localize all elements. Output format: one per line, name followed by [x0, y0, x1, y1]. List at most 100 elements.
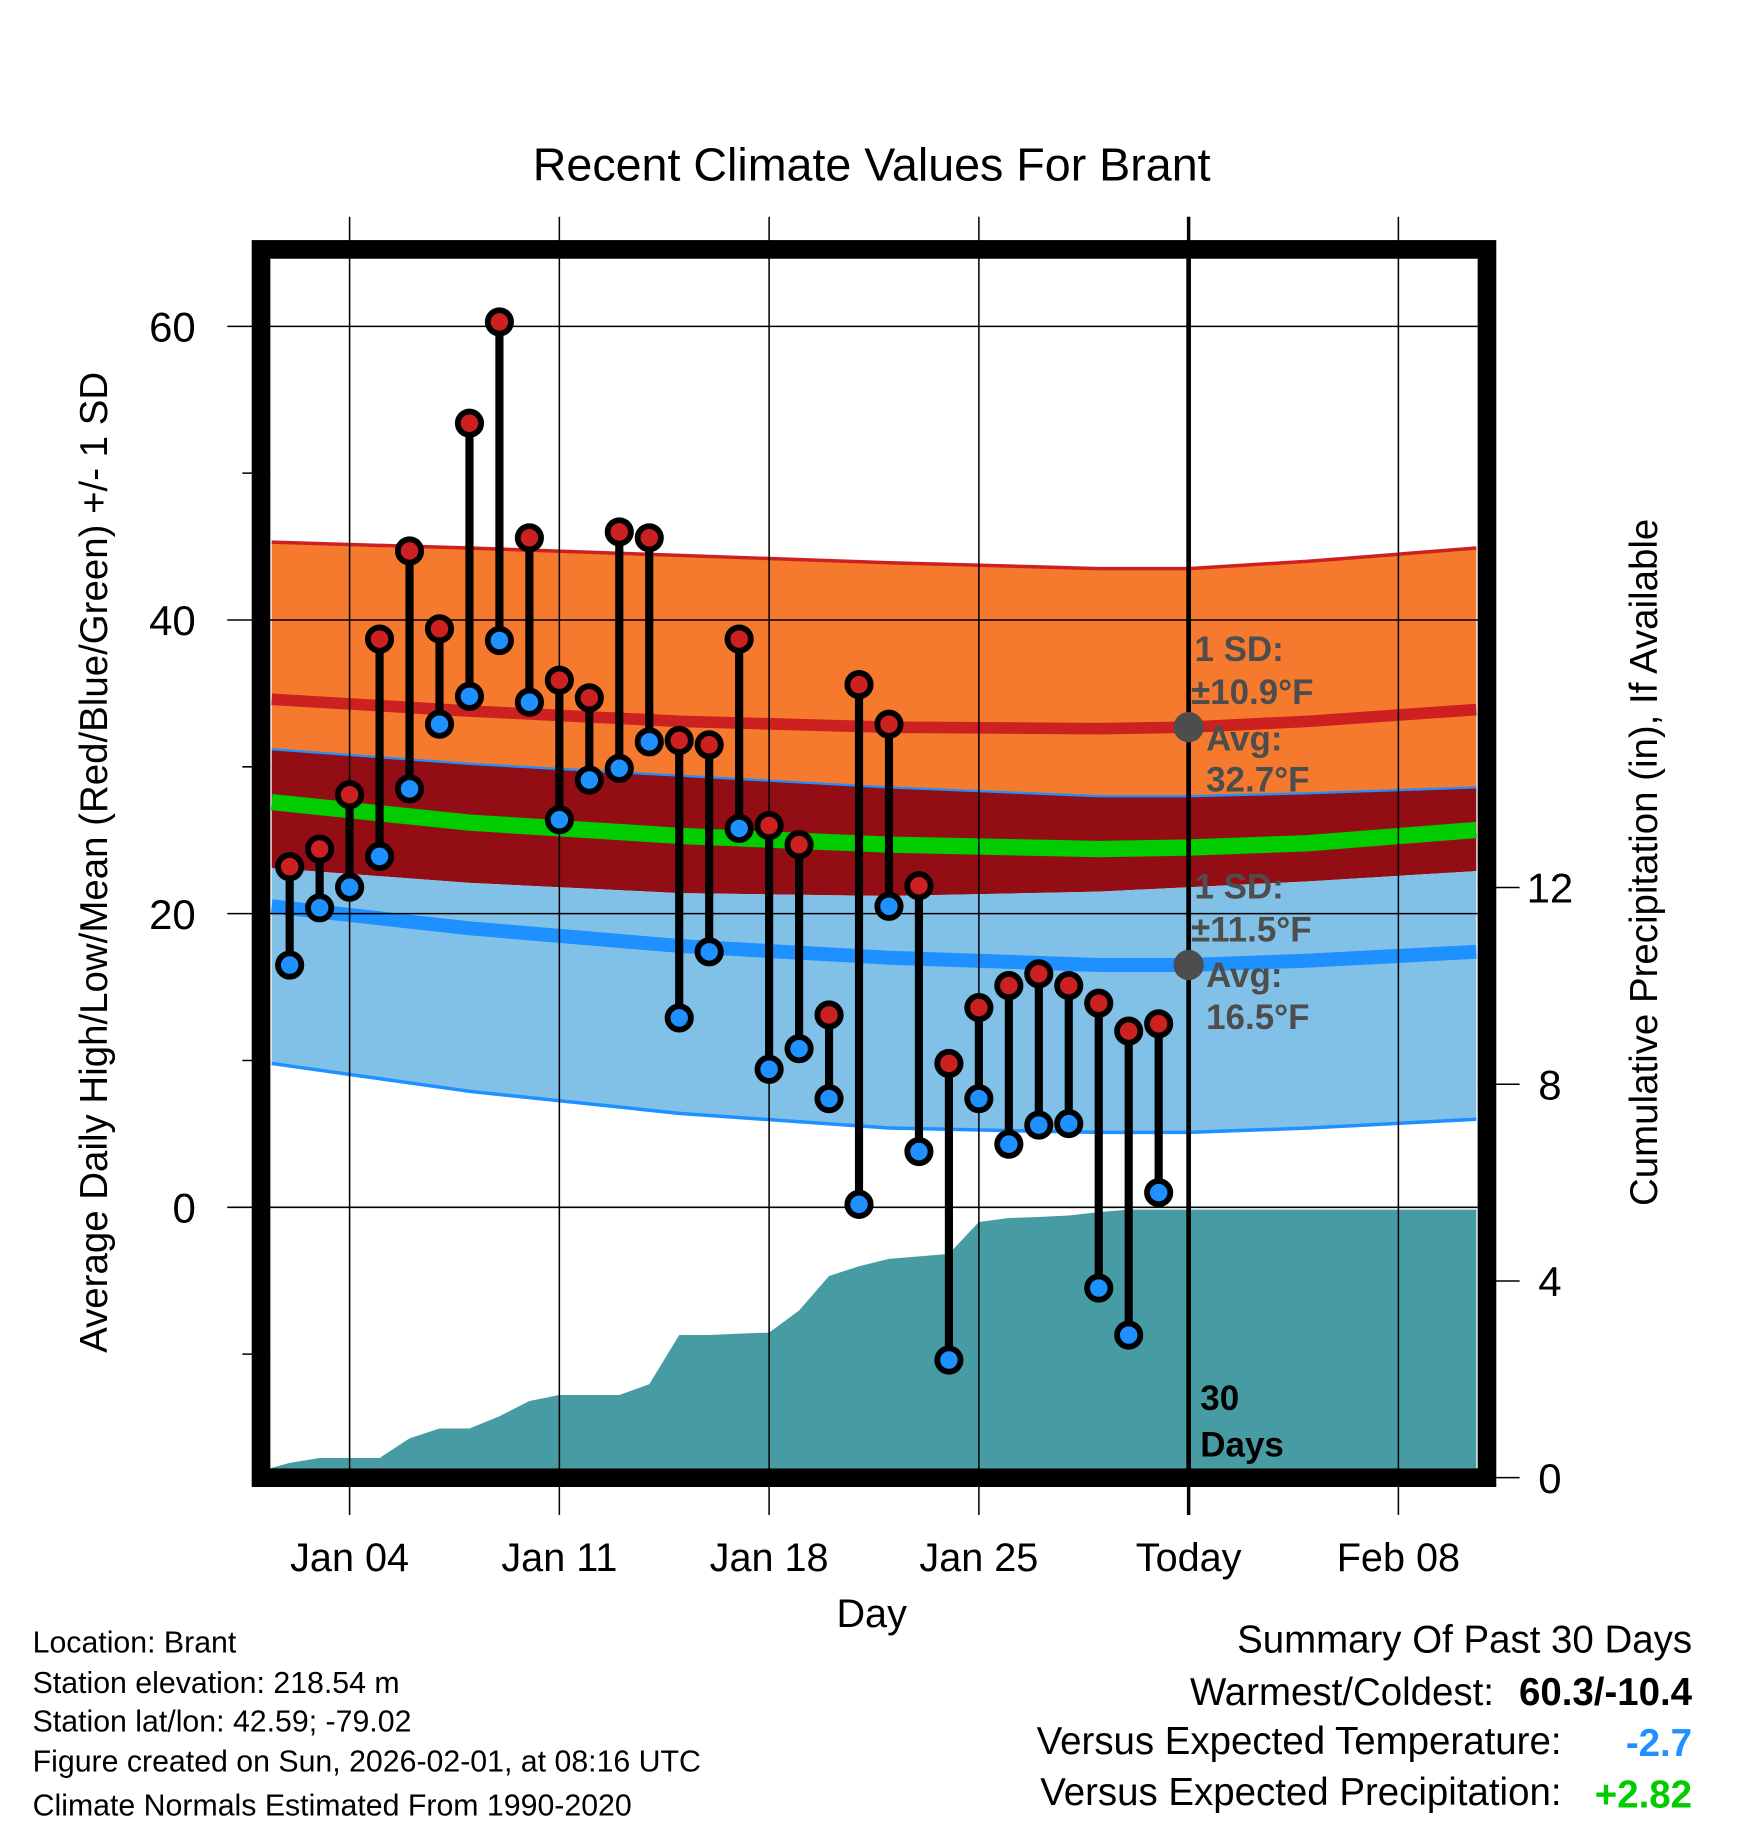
high-avg-marker [1173, 712, 1204, 743]
summary-warmest-value: 60.3/-10.4 [1519, 1671, 1693, 1714]
high-point [1114, 1016, 1144, 1046]
footer-normals: Climate Normals Estimated From 1990-2020 [33, 1790, 632, 1823]
high-point [814, 1000, 844, 1030]
high-point [1054, 971, 1084, 1001]
y2-axis-label: Cumulative Precipitation (in), If Availa… [1623, 519, 1666, 1206]
high-avg-line [271, 693, 1477, 735]
y-tick-label: 0 [172, 1184, 195, 1231]
high-point [994, 971, 1024, 1001]
high-point [874, 709, 904, 739]
footer-left: Location: Brant Station elevation: 218.5… [33, 1626, 701, 1822]
high-sd-label: 1 SD: [1194, 630, 1283, 669]
low-point [694, 937, 724, 967]
summary-warmest-label: Warmest/Coldest: [1190, 1671, 1494, 1714]
summary-precip-label: Versus Expected Precipitation: [1040, 1771, 1561, 1814]
low-point [934, 1345, 964, 1375]
high-point [904, 871, 934, 901]
days-unit-label: Days [1200, 1426, 1284, 1465]
high-point [1084, 988, 1114, 1018]
chart-title: Recent Climate Values For Brant [533, 139, 1211, 191]
x-tick-label: Jan 11 [501, 1536, 617, 1580]
y2-tick-label: 0 [1538, 1455, 1561, 1502]
low-point [1054, 1109, 1084, 1139]
summary: Summary Of Past 30 Days Warmest/Coldest:… [1037, 1618, 1693, 1816]
high-point [424, 614, 455, 644]
x-tick-label: Jan 18 [710, 1536, 829, 1580]
low-point [305, 893, 335, 923]
low-point [275, 950, 305, 980]
high-point [664, 725, 694, 755]
x-tick-label: Jan 25 [919, 1536, 1038, 1580]
y-tick-label: 60 [149, 303, 196, 350]
low-point [1144, 1178, 1174, 1208]
low-point [454, 681, 485, 711]
footer-elevation: Station elevation: 218.54 m [33, 1667, 400, 1700]
high-point [454, 408, 485, 438]
summary-title: Summary Of Past 30 Days [1237, 1618, 1692, 1661]
low-point [574, 765, 604, 795]
y-tick-label: 20 [149, 891, 196, 938]
high-point [335, 780, 365, 810]
high-point [544, 665, 574, 695]
plot-frame [251, 240, 1497, 1487]
low-point [754, 1054, 784, 1084]
high-point [634, 523, 664, 553]
y-tick-label: 40 [149, 597, 196, 644]
low-point [1084, 1273, 1114, 1303]
high-point [1144, 1009, 1174, 1039]
summary-precip-value: +2.82 [1595, 1773, 1692, 1816]
low-point [544, 805, 574, 835]
low-point [335, 872, 365, 902]
low-point [844, 1189, 874, 1219]
high-point [364, 624, 395, 654]
high-point [934, 1048, 964, 1078]
footer-created: Figure created on Sun, 2026-02-01, at 08… [33, 1745, 701, 1778]
low-point [604, 753, 634, 783]
low-point [664, 1003, 694, 1033]
high-point [754, 810, 784, 841]
high-point [724, 624, 754, 654]
low-lower-line [271, 1061, 1477, 1135]
low-point [634, 727, 664, 757]
high-sd-value: ±10.9°F [1191, 673, 1314, 712]
high-point [275, 852, 305, 882]
y-axis-label: Average Daily High/Low/Mean (Red/Blue/Gr… [73, 372, 116, 1353]
precip-area [271, 1209, 1477, 1469]
high-point [574, 683, 604, 713]
plot-inner [270, 540, 1477, 1469]
low-point [484, 625, 514, 656]
summary-temp-label: Versus Expected Temperature: [1037, 1720, 1562, 1763]
low-point [874, 891, 904, 921]
high-upper-line [271, 540, 1477, 571]
low-point [904, 1136, 934, 1167]
high-point [604, 517, 634, 547]
low-avg-value: 16.5°F [1206, 998, 1309, 1037]
low-sd-label: 1 SD: [1194, 868, 1283, 907]
mean-band [271, 749, 1477, 897]
low-point [1114, 1320, 1144, 1350]
high-point [694, 730, 724, 760]
high-sd-band [271, 542, 1477, 797]
footer-location: Location: Brant [33, 1626, 237, 1659]
x-tick-label: Today [1136, 1536, 1242, 1580]
x-tick-label: Feb 08 [1337, 1536, 1460, 1580]
low-point [814, 1084, 844, 1114]
low-point [964, 1084, 994, 1114]
low-point [514, 687, 544, 717]
high-point [305, 834, 335, 864]
high-point [784, 830, 814, 860]
high-avg-value: 32.7°F [1206, 760, 1309, 799]
mean-line [270, 793, 1477, 858]
footer-latlon: Station lat/lon: 42.59; -79.02 [33, 1706, 412, 1739]
low-point [784, 1034, 814, 1064]
high-point [964, 993, 994, 1023]
summary-temp-value: -2.7 [1626, 1722, 1692, 1765]
high-point [1024, 959, 1054, 989]
y2-tick-label: 4 [1538, 1258, 1561, 1305]
high-lower-line [271, 748, 1477, 798]
low-point [394, 774, 425, 804]
x-axis-label: Day [836, 1592, 907, 1636]
high-point [484, 307, 514, 337]
days-count-label: 30 [1200, 1379, 1239, 1418]
